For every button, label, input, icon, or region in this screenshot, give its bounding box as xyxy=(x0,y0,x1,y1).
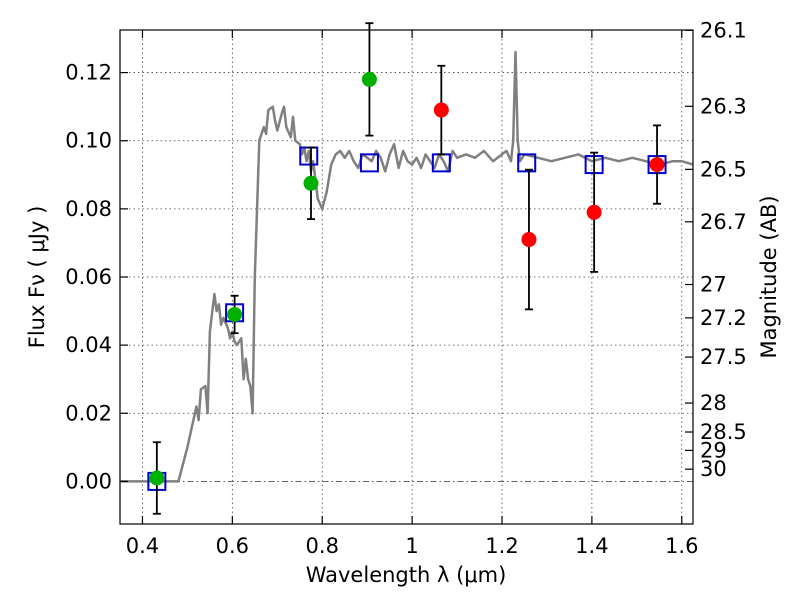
y2-tick-label: 28 xyxy=(700,391,727,415)
red-data-point xyxy=(649,157,665,173)
y-tick-label: 0.10 xyxy=(65,129,112,153)
model-flux-square xyxy=(359,153,379,173)
y-tick-label: 0.02 xyxy=(65,401,112,425)
x-tick-label: 1.2 xyxy=(485,534,518,558)
y2-tick-label: 26.5 xyxy=(700,157,747,181)
x-tick-label: 0.6 xyxy=(216,534,249,558)
red-data-point xyxy=(586,204,602,220)
x-tick-label: 1 xyxy=(405,534,418,558)
x-tick-label: 0.4 xyxy=(126,534,159,558)
model-flux-square xyxy=(517,153,537,173)
sed-model-line xyxy=(120,50,694,483)
y-tick-label: 0.00 xyxy=(65,469,112,493)
red-data-point xyxy=(433,102,449,118)
green-data-point xyxy=(149,470,165,486)
y-tick-label: 0.08 xyxy=(65,197,112,221)
y2-tick-label: 29 xyxy=(700,438,727,462)
y2-tick-label: 26.1 xyxy=(700,18,747,42)
tick-layer: 0.4 0.6 0.8 1 1.2 1.4 1.6 0.00 0.02 0.04 0.06 0.08 0… xyxy=(65,18,747,558)
x-axis-title: Wavelength λ (μm) xyxy=(306,563,507,587)
y2-tick-label: 28.5 xyxy=(700,420,747,444)
y2-tick-label: 26.7 xyxy=(700,210,747,234)
y-tick-label: 0.12 xyxy=(65,61,112,85)
x-tick-label: 1.6 xyxy=(665,534,698,558)
green-data-point xyxy=(227,306,243,322)
y2-tick-label: 26.3 xyxy=(700,94,747,118)
data-layer xyxy=(120,22,694,515)
y-tick-label: 0.04 xyxy=(65,333,112,357)
y2-axis-title: Magnitude (AB) xyxy=(757,195,781,358)
x-tick-label: 0.8 xyxy=(306,534,339,558)
y2-tick-label: 30 xyxy=(700,457,727,481)
y2-tick-label: 27.2 xyxy=(700,306,747,330)
red-data-point xyxy=(521,232,537,248)
y-tick-label: 0.06 xyxy=(65,265,112,289)
grid-layer xyxy=(120,30,693,524)
y2-tick-label: 27.5 xyxy=(700,345,747,369)
y-axis-title: Flux Fν ( μJy ) xyxy=(25,206,49,349)
green-data-point xyxy=(361,71,377,87)
y2-tick-label: 27 xyxy=(700,272,727,296)
x-tick-label: 1.4 xyxy=(575,534,608,558)
green-data-point xyxy=(303,175,319,191)
